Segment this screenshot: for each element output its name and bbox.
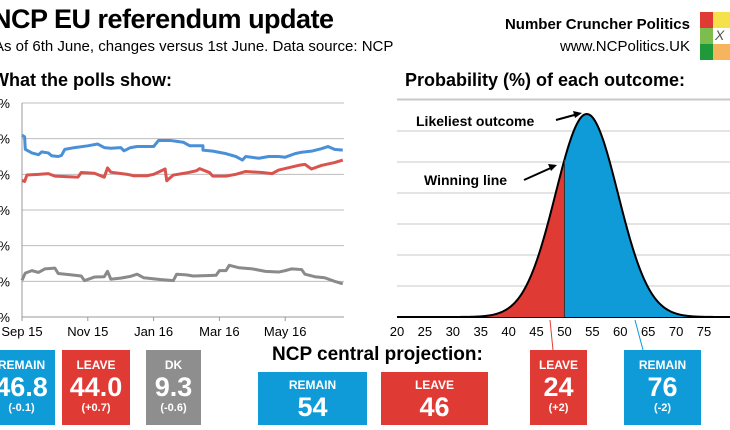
arrow-head bbox=[548, 164, 557, 171]
remain-prob-label: REMAIN bbox=[638, 358, 687, 372]
probability-chart-title: Probability (%) of each outcome: bbox=[405, 70, 686, 90]
winning-line-label: Winning line bbox=[424, 172, 507, 188]
x-tick-label: 40 bbox=[501, 324, 515, 339]
leave-poll-box: LEAVE 44.0 (+0.7) bbox=[62, 350, 130, 425]
charts-svg: 0% 10% 20% 30% 40% 50% 60% Sep 15 Nov 15 Jan 16 Ma… bbox=[0, 96, 730, 350]
x-tick-label: Nov 15 bbox=[67, 324, 108, 339]
y-tick-label: 50% bbox=[0, 132, 10, 147]
remain-connector bbox=[634, 319, 644, 350]
remain-value: 46.8 bbox=[0, 372, 48, 402]
projection-remain-value: 54 bbox=[297, 392, 328, 422]
remain-label: REMAIN bbox=[0, 358, 46, 372]
x-tick-label: Jan 16 bbox=[134, 324, 173, 339]
y-tick-label: 10% bbox=[0, 274, 10, 289]
series-line-remain bbox=[21, 133, 343, 162]
x-tick-label: 35 bbox=[473, 324, 487, 339]
x-tick-label: Mar 16 bbox=[199, 324, 239, 339]
x-tick-label: 55 bbox=[585, 324, 599, 339]
x-tick-label: 75 bbox=[697, 324, 711, 339]
projection-leave-value: 46 bbox=[419, 392, 450, 422]
x-tick-label: 70 bbox=[669, 324, 683, 339]
series-line-leave bbox=[21, 158, 344, 183]
logo-mark: X bbox=[715, 27, 725, 43]
y-tick-label: 20% bbox=[0, 239, 10, 254]
x-tick-label: 65 bbox=[641, 324, 655, 339]
projection-leave-label: LEAVE bbox=[414, 378, 455, 392]
polls-chart: 0% 10% 20% 30% 40% 50% 60% Sep 15 Nov 15 Jan 16 Ma… bbox=[0, 96, 344, 339]
y-tick-label: 40% bbox=[0, 167, 10, 182]
series-line-dk bbox=[20, 263, 344, 286]
likeliest-outcome-label: Likeliest outcome bbox=[416, 113, 534, 129]
x-tick-label: 20 bbox=[390, 324, 404, 339]
remain-prob-change: (-2) bbox=[653, 402, 672, 414]
brand-name: Number Cruncher Politics bbox=[504, 16, 690, 33]
x-tick-label: Sep 15 bbox=[1, 324, 42, 339]
leave-connector bbox=[549, 319, 554, 350]
brand-url: www.NCPolitics.UK bbox=[559, 38, 690, 55]
leave-value: 44.0 bbox=[69, 372, 123, 402]
arrow-head bbox=[573, 111, 582, 118]
x-tick-label: 30 bbox=[446, 324, 460, 339]
leave-prob-change: (+2) bbox=[548, 402, 569, 414]
y-tick-label: 30% bbox=[0, 203, 10, 218]
leave-prob-value: 24 bbox=[543, 372, 574, 402]
winning-arrow bbox=[523, 166, 554, 181]
leave-probability-box: LEAVE 24 (+2) bbox=[530, 350, 587, 425]
remain-probability-box: REMAIN 76 (-2) bbox=[624, 350, 701, 425]
logo: X bbox=[700, 12, 730, 60]
projection-leave-box: LEAVE 46 bbox=[381, 372, 488, 425]
remain-poll-box: REMAIN 46.8 (-0.1) bbox=[0, 350, 55, 425]
remain-change: (-0.1) bbox=[8, 402, 35, 414]
leave-label: LEAVE bbox=[76, 358, 116, 372]
x-tick-label: May 16 bbox=[264, 324, 307, 339]
y-tick-label: 60% bbox=[0, 96, 10, 111]
probability-chart: 20 25 30 35 40 45 50 55 60 65 70 75 Likeliest outcom… bbox=[390, 98, 730, 350]
leave-area bbox=[397, 159, 565, 317]
page-title: NCP EU referendum update bbox=[0, 4, 334, 34]
dk-value: 9.3 bbox=[154, 372, 193, 402]
distribution-curve bbox=[397, 112, 716, 318]
y-tick-label: 0% bbox=[0, 310, 10, 325]
projection-title: NCP central projection: bbox=[272, 344, 483, 365]
leave-prob-label: LEAVE bbox=[538, 358, 579, 372]
remain-area bbox=[564, 114, 716, 317]
remain-prob-value: 76 bbox=[647, 372, 678, 402]
projection-remain-box: REMAIN 54 bbox=[258, 372, 367, 425]
x-tick-label: 60 bbox=[613, 324, 627, 339]
dk-label: DK bbox=[164, 358, 183, 372]
x-tick-label: 45 bbox=[529, 324, 543, 339]
dk-change: (-0.6) bbox=[160, 402, 187, 414]
leave-change: (+0.7) bbox=[81, 402, 111, 414]
x-tick-label: 50 bbox=[557, 324, 571, 339]
x-tick-label: 25 bbox=[418, 324, 432, 339]
polls-chart-title: What the polls show: bbox=[0, 70, 172, 90]
projection-remain-label: REMAIN bbox=[288, 378, 337, 392]
dk-poll-box: DK 9.3 (-0.6) bbox=[146, 350, 201, 425]
page-subtitle: As of 6th June, changes versus 1st June.… bbox=[0, 38, 394, 55]
